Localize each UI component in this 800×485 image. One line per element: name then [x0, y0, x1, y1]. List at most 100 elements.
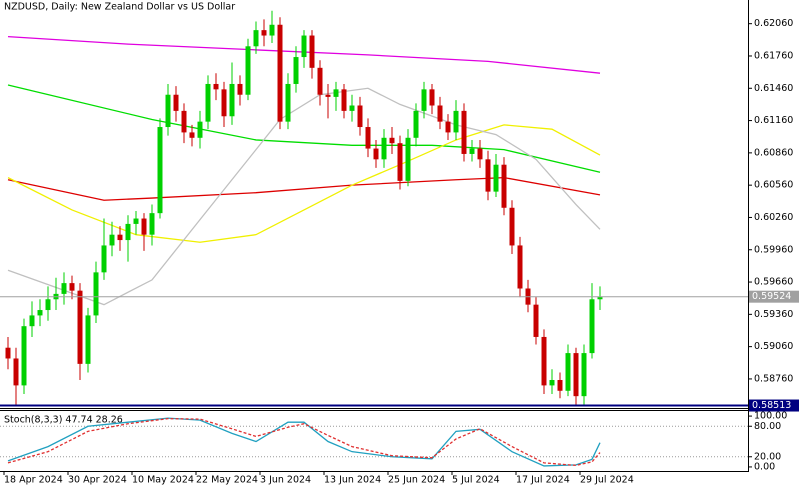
y-tick-label: 0.60860: [754, 147, 793, 158]
y-tick-label: 0.00: [754, 461, 775, 472]
x-tick-label: 22 May 2024: [196, 475, 258, 485]
y-tick-label: 0.62060: [754, 18, 793, 29]
candle-body: [413, 110, 419, 138]
y-tick-label: 80.00: [754, 421, 781, 432]
candle-body: [237, 83, 243, 95]
y-tick-label: 0.61460: [754, 83, 793, 94]
candle-body: [581, 353, 587, 397]
y-tick-label: 100.00: [754, 411, 787, 422]
candle-body: [61, 283, 67, 294]
indicator-line: [7, 124, 601, 243]
candle-body: [269, 24, 275, 36]
candle-body: [437, 105, 443, 122]
y-tick-label: 0.59660: [754, 277, 793, 288]
candle-body: [333, 89, 339, 97]
candle-body: [229, 83, 235, 117]
indicator-line: [7, 417, 601, 467]
candle-body: [101, 245, 107, 273]
candle-body: [477, 148, 483, 160]
candle-body: [533, 304, 539, 337]
candle-body: [509, 207, 515, 246]
candle-body: [117, 234, 123, 241]
candle-body: [373, 148, 379, 160]
candle-body: [317, 67, 323, 95]
candle-body: [245, 46, 251, 95]
chart-title: NZDUSD, Daily: New Zealand Dollar vs US …: [4, 2, 235, 13]
x-tick-label: 29 Jul 2024: [580, 475, 634, 485]
price-label: 0.59524: [752, 291, 791, 302]
price-label-box: [749, 290, 799, 303]
candle-body: [549, 380, 555, 386]
y-tick-label: 0.60260: [754, 212, 793, 223]
candle-body: [157, 127, 163, 214]
candle-body: [21, 326, 27, 386]
candle-body: [85, 315, 91, 364]
candle-body: [421, 89, 427, 111]
candle-body: [405, 137, 411, 181]
x-tick-label: 30 Apr 2024: [68, 475, 127, 485]
candle-body: [261, 30, 267, 36]
y-tick-label: 0.59960: [754, 244, 793, 255]
candle-body: [557, 380, 563, 391]
candle-body: [301, 35, 307, 58]
candle-body: [93, 272, 99, 316]
x-tick-label: 25 Jun 2024: [388, 475, 445, 485]
x-tick-label: 5 Jul 2024: [452, 475, 500, 485]
candle-body: [517, 245, 523, 289]
candle-body: [397, 143, 403, 181]
candle-body: [597, 297, 603, 300]
y-tick-label: 0.59060: [754, 341, 793, 352]
candle-body: [37, 310, 43, 316]
candle-body: [541, 336, 547, 386]
candle-body: [589, 299, 595, 354]
y-tick-label: 0.61160: [754, 115, 793, 126]
candle-body: [197, 121, 203, 138]
indicator-line: [7, 417, 601, 467]
candle-body: [253, 30, 259, 47]
candle-body: [189, 132, 195, 138]
candle-body: [125, 223, 131, 241]
candle-body: [389, 137, 395, 144]
y-tick-label: 0.61760: [754, 50, 793, 61]
candle-body: [109, 234, 115, 246]
candle-body: [69, 283, 75, 291]
candle-body: [165, 94, 171, 128]
candle-body: [365, 127, 371, 149]
candle-body: [325, 94, 331, 97]
candle-body: [501, 164, 507, 208]
candle-body: [173, 94, 179, 111]
price-label: 0.58513: [752, 400, 791, 411]
candle-body: [141, 218, 147, 235]
candle-body: [461, 110, 467, 154]
y-tick-label: 20.00: [754, 451, 781, 462]
candle-body: [453, 110, 459, 133]
candle-body: [293, 57, 299, 84]
candle-body: [469, 148, 475, 154]
candle-body: [357, 105, 363, 128]
x-tick-label: 3 Jun 2024: [260, 475, 311, 485]
candle-body: [13, 358, 19, 386]
candle-body: [341, 89, 347, 111]
price-label-box: [749, 399, 799, 412]
candle-body: [133, 218, 139, 224]
indicator-line: [7, 84, 601, 173]
candle-body: [29, 315, 35, 327]
candle-body: [213, 83, 219, 90]
candle-body: [349, 105, 355, 111]
candle-body: [45, 299, 51, 311]
candle-body: [5, 347, 11, 359]
candle-body: [77, 290, 83, 364]
candle-body: [205, 83, 211, 122]
candle-body: [309, 35, 315, 68]
x-tick-label: 17 Jul 2024: [516, 475, 570, 485]
candle-body: [381, 137, 387, 160]
candle-body: [149, 213, 155, 235]
candle-body: [485, 159, 491, 192]
candle-body: [277, 24, 283, 122]
x-tick-label: 13 Jun 2024: [324, 475, 381, 485]
indicator-line: [7, 35, 601, 74]
candle-body: [493, 164, 499, 192]
candle-body: [181, 110, 187, 133]
candle-body: [445, 121, 451, 133]
